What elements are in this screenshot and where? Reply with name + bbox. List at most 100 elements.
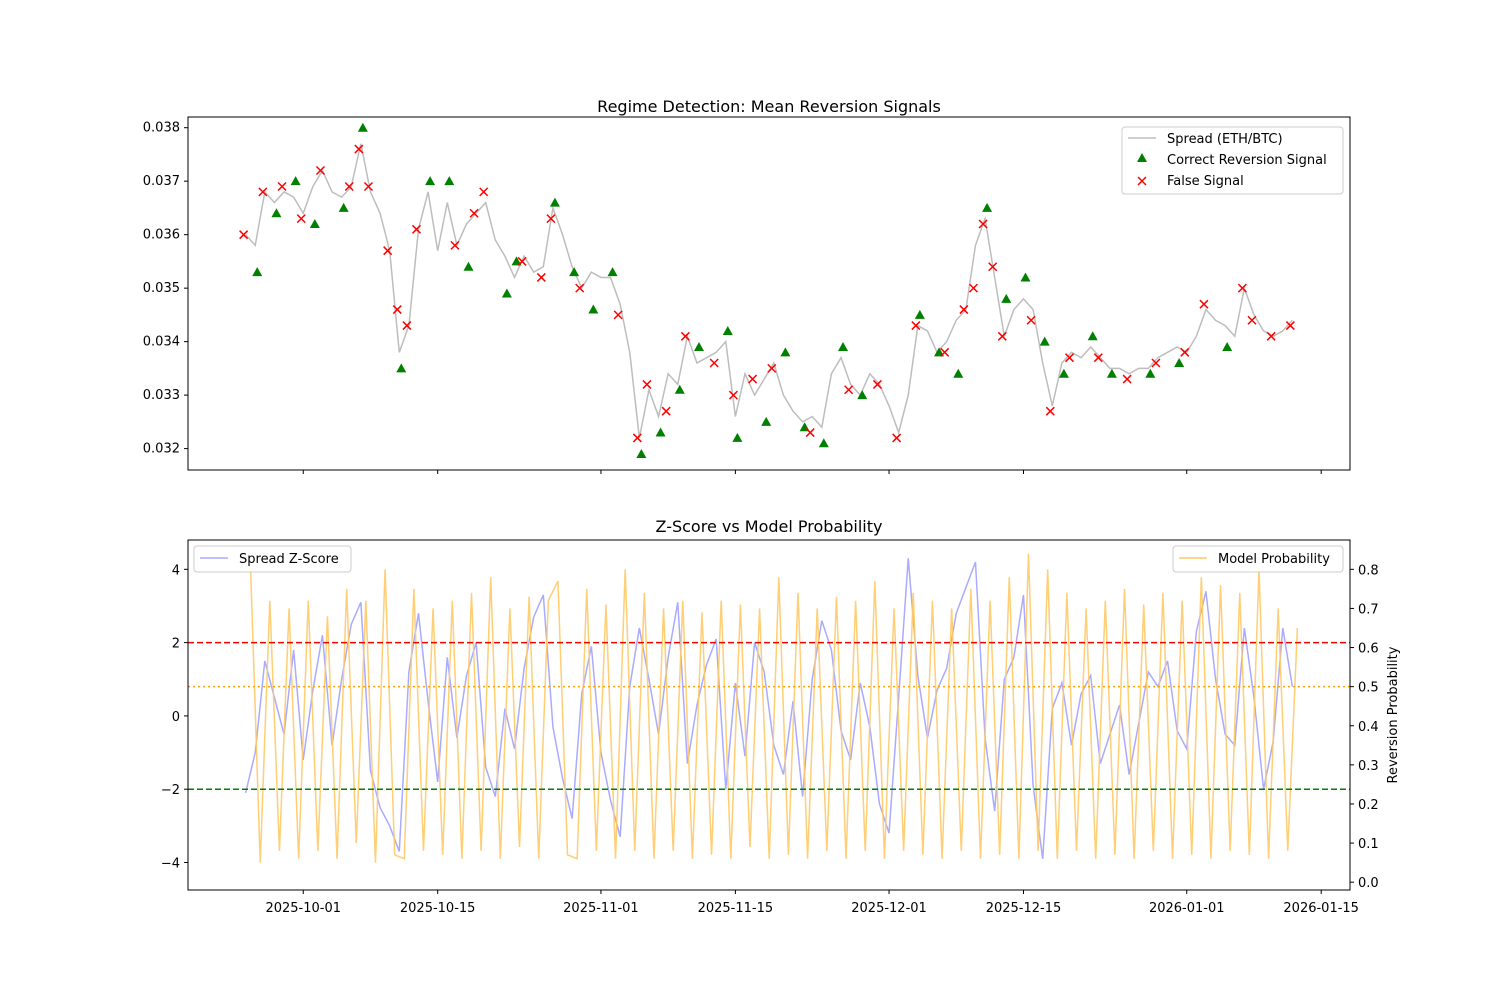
legend-correct-swatch — [1137, 153, 1147, 162]
correct-signal-marker — [252, 267, 263, 277]
false-signal-marker — [469, 208, 479, 218]
correct-signal-marker — [780, 347, 791, 357]
correct-signal-marker — [588, 304, 599, 314]
correct-signal-marker — [1222, 341, 1233, 351]
correct-signal-marker — [1174, 358, 1185, 368]
legend-box — [1121, 126, 1344, 195]
false-signal-marker — [354, 144, 364, 154]
correct-signal-marker — [636, 448, 647, 458]
correct-signal-marker — [857, 390, 868, 400]
legend-zscore-label: Spread Z-Score — [239, 552, 339, 567]
plot-frame — [187, 116, 1351, 471]
legend-correct-label: Correct Reversion Signal — [1167, 153, 1327, 168]
right-y-tick-label: 0.3 — [1358, 759, 1379, 774]
x-tick-label: 2025-11-15 — [698, 901, 774, 916]
false-signal-marker — [258, 187, 268, 197]
x-tick-label: 2026-01-01 — [1149, 901, 1225, 916]
correct-signal-marker — [722, 325, 733, 335]
x-tick-label: 2025-11-01 — [563, 901, 639, 916]
y-tick-label: 0 — [172, 710, 180, 725]
legend-box — [193, 545, 352, 573]
legend-false-swatch — [1137, 176, 1147, 186]
legend-spread-label: Spread (ETH/BTC) — [1167, 132, 1283, 147]
legend-box — [1172, 545, 1344, 573]
false-signal-marker — [805, 428, 815, 438]
correct-signal-marker — [818, 438, 829, 448]
correct-signal-marker — [655, 427, 666, 437]
false-signal-marker — [1237, 283, 1247, 293]
false-signal-marker — [450, 240, 460, 250]
correct-signal-marker — [511, 256, 522, 266]
false-signal-marker — [642, 379, 652, 389]
top-chart: Regime Detection: Mean Reversion Signals… — [143, 97, 1351, 474]
false-signal-marker — [536, 272, 546, 282]
false-signal-marker — [277, 181, 287, 192]
y-tick-label: 0.037 — [143, 174, 180, 189]
legend-probability: Model Probability — [1172, 545, 1344, 573]
false-signal-marker — [613, 310, 623, 320]
correct-signal-marker — [1106, 368, 1117, 378]
false-signal-marker — [940, 347, 950, 357]
correct-signal-marker — [693, 341, 704, 351]
false-signal-marker — [1093, 353, 1103, 363]
y-tick-label: 0.032 — [143, 442, 180, 457]
false-signal-marker — [872, 379, 882, 389]
correct-signal-marker — [982, 202, 993, 212]
false-signal-marker — [1045, 406, 1055, 416]
right-y-tick-label: 0.5 — [1358, 681, 1379, 696]
false-signal-marker — [546, 214, 556, 224]
false-signal-marker — [1026, 315, 1036, 325]
false-signal-marker — [988, 262, 998, 272]
y-tick-label: −2 — [161, 783, 180, 798]
correct-signal-marker — [444, 176, 455, 186]
false-signal-marker — [844, 385, 854, 395]
correct-signal-marker — [1039, 336, 1050, 346]
false-signal-marker — [892, 433, 902, 443]
false-signal-marker — [978, 219, 988, 229]
correct-signal-marker — [761, 416, 772, 426]
false-signal-marker — [997, 331, 1007, 341]
false-signal-marker — [1064, 353, 1075, 363]
right-y-tick-label: 0.1 — [1358, 837, 1379, 852]
legend-zscore: Spread Z-Score — [193, 545, 352, 573]
correct-signal-marker — [463, 261, 474, 271]
y-tick-label: 0.038 — [143, 121, 180, 136]
right-y-tick-label: 0.4 — [1358, 720, 1379, 735]
y-tick-label: 0.033 — [143, 388, 180, 403]
false-signal-marker — [911, 321, 921, 331]
false-signal-marker — [680, 331, 690, 341]
y-tick-label: 4 — [172, 563, 180, 578]
false-signal-marker — [959, 305, 969, 315]
false-signal-marker — [1247, 315, 1257, 325]
false-signal-marker — [575, 283, 585, 293]
correct-signal-marker — [569, 267, 580, 277]
bottom-chart: Z-Score vs Model Probability Reversion P… — [161, 517, 1401, 916]
y-tick-label: 2 — [172, 637, 180, 652]
correct-signal-marker — [396, 363, 407, 373]
x-tick-label: 2025-12-01 — [851, 901, 927, 916]
correct-signal-marker — [549, 197, 560, 207]
false-signal-marker — [363, 181, 373, 192]
false-signal-marker — [402, 321, 412, 331]
false-signal-marker — [1285, 321, 1295, 331]
plot-frame — [187, 539, 1351, 891]
y-tick-label: −4 — [161, 857, 180, 872]
right-y-tick-label: 0.7 — [1358, 602, 1379, 617]
correct-signal-marker — [838, 341, 849, 351]
false-signal-marker — [411, 224, 422, 234]
right-y-tick-label: 0.2 — [1358, 798, 1379, 813]
y-tick-label: 0.036 — [143, 228, 180, 243]
zscore-line — [244, 558, 1294, 859]
correct-signal-marker — [501, 288, 512, 298]
false-signal-marker — [632, 433, 642, 443]
false-signal-marker — [767, 363, 777, 373]
correct-signal-marker — [290, 176, 301, 186]
correct-signal-marker — [953, 368, 964, 378]
false-signal-marker — [1180, 347, 1190, 357]
right-y-tick-label: 0.6 — [1358, 642, 1379, 657]
x-tick-label: 2025-12-15 — [986, 901, 1062, 916]
false-signal-marker — [517, 256, 527, 266]
right-axis-label: Reversion Probability — [1386, 646, 1401, 783]
correct-signal-marker — [1145, 368, 1156, 378]
